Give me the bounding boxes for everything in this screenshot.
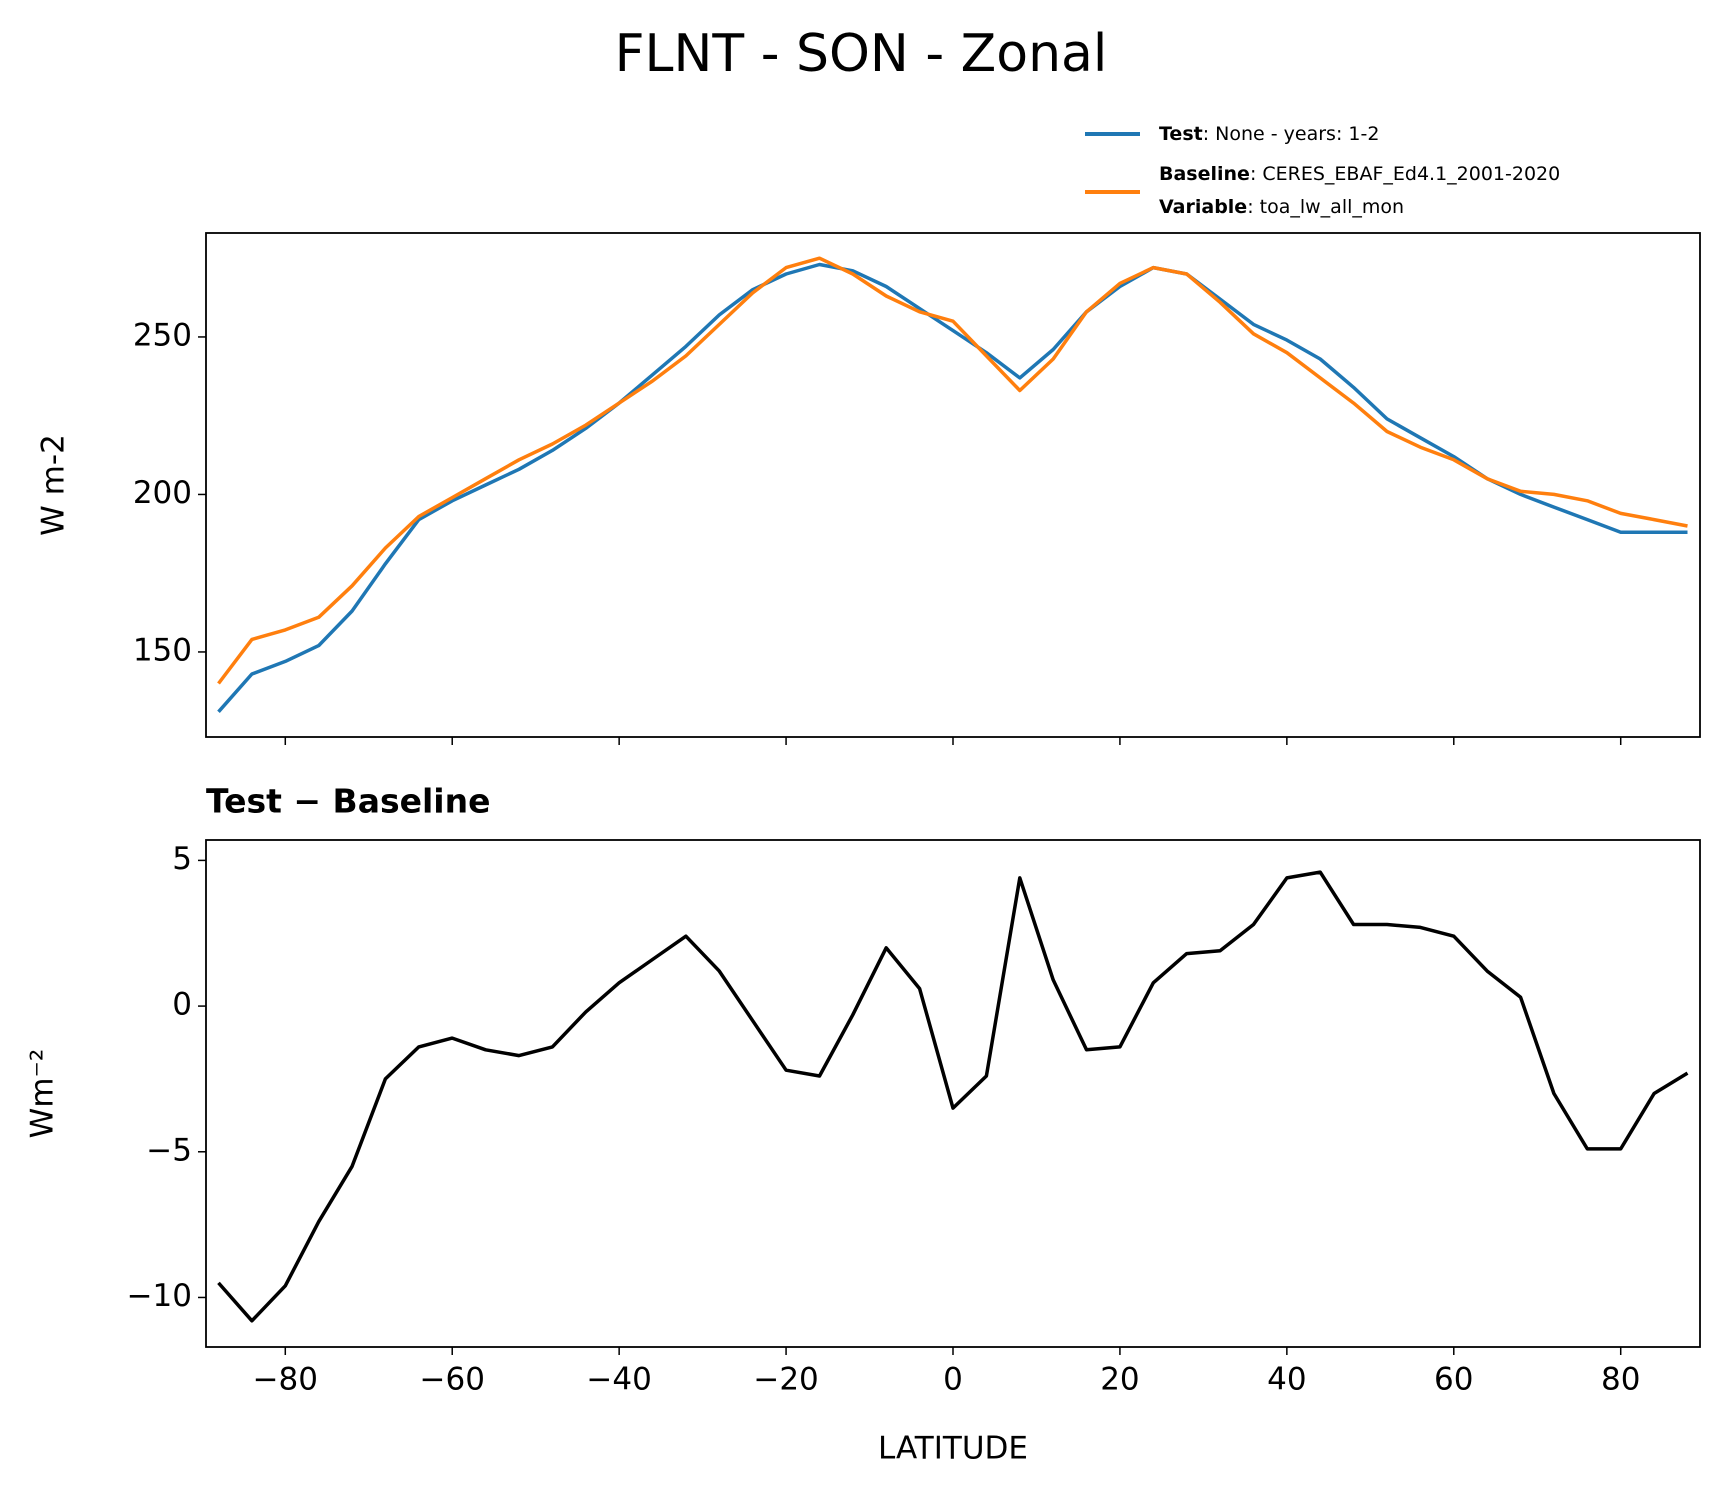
x-tick-label: −60 bbox=[420, 1362, 485, 1398]
legend-text: : toa_lw_all_mon bbox=[1247, 196, 1404, 218]
y-tick-label: 0 bbox=[172, 987, 192, 1023]
axes-frame bbox=[205, 232, 1701, 738]
y-tick-label: −5 bbox=[146, 1132, 192, 1168]
y-axis-label: W m-2 bbox=[36, 434, 72, 536]
x-tick-label: 0 bbox=[943, 1362, 963, 1398]
legend-text: Variable bbox=[1159, 196, 1247, 218]
y-tick-label: 200 bbox=[133, 475, 192, 511]
axes-frame bbox=[205, 839, 1701, 1348]
legend-label: Test: None - years: 1-2 bbox=[1159, 123, 1379, 145]
x-tick-label: 40 bbox=[1267, 1362, 1306, 1398]
x-tick-label: −20 bbox=[753, 1362, 818, 1398]
legend-label: Baseline: CERES_EBAF_Ed4.1_2001-2020 bbox=[1159, 163, 1560, 185]
line-series bbox=[217, 262, 1688, 713]
legend-text: Baseline bbox=[1159, 163, 1250, 185]
x-tick-label: 60 bbox=[1434, 1362, 1473, 1398]
x-tick-label: −40 bbox=[586, 1362, 651, 1398]
legend-label: Variable: toa_lw_all_mon bbox=[1159, 196, 1404, 218]
legend-text: : None - years: 1-2 bbox=[1203, 123, 1380, 145]
x-tick-label: 20 bbox=[1100, 1362, 1139, 1398]
line-series bbox=[217, 256, 1688, 685]
y-tick-label: 150 bbox=[133, 632, 192, 668]
x-tick-label: 80 bbox=[1601, 1362, 1640, 1398]
y-axis-label: Wm⁻² bbox=[25, 1049, 61, 1139]
legend-text: Test bbox=[1159, 123, 1203, 145]
y-tick-label: 250 bbox=[133, 317, 192, 353]
legend-text: : CERES_EBAF_Ed4.1_2001-2020 bbox=[1250, 163, 1560, 185]
y-tick-label: −10 bbox=[127, 1278, 192, 1314]
figure-title: FLNT - SON - Zonal bbox=[615, 24, 1108, 84]
y-tick-label: 5 bbox=[172, 841, 192, 877]
subplot-title: Test − Baseline bbox=[206, 782, 491, 821]
x-tick-label: −80 bbox=[253, 1362, 318, 1398]
line-series bbox=[217, 870, 1689, 1323]
x-axis-label: LATITUDE bbox=[878, 1431, 1028, 1467]
